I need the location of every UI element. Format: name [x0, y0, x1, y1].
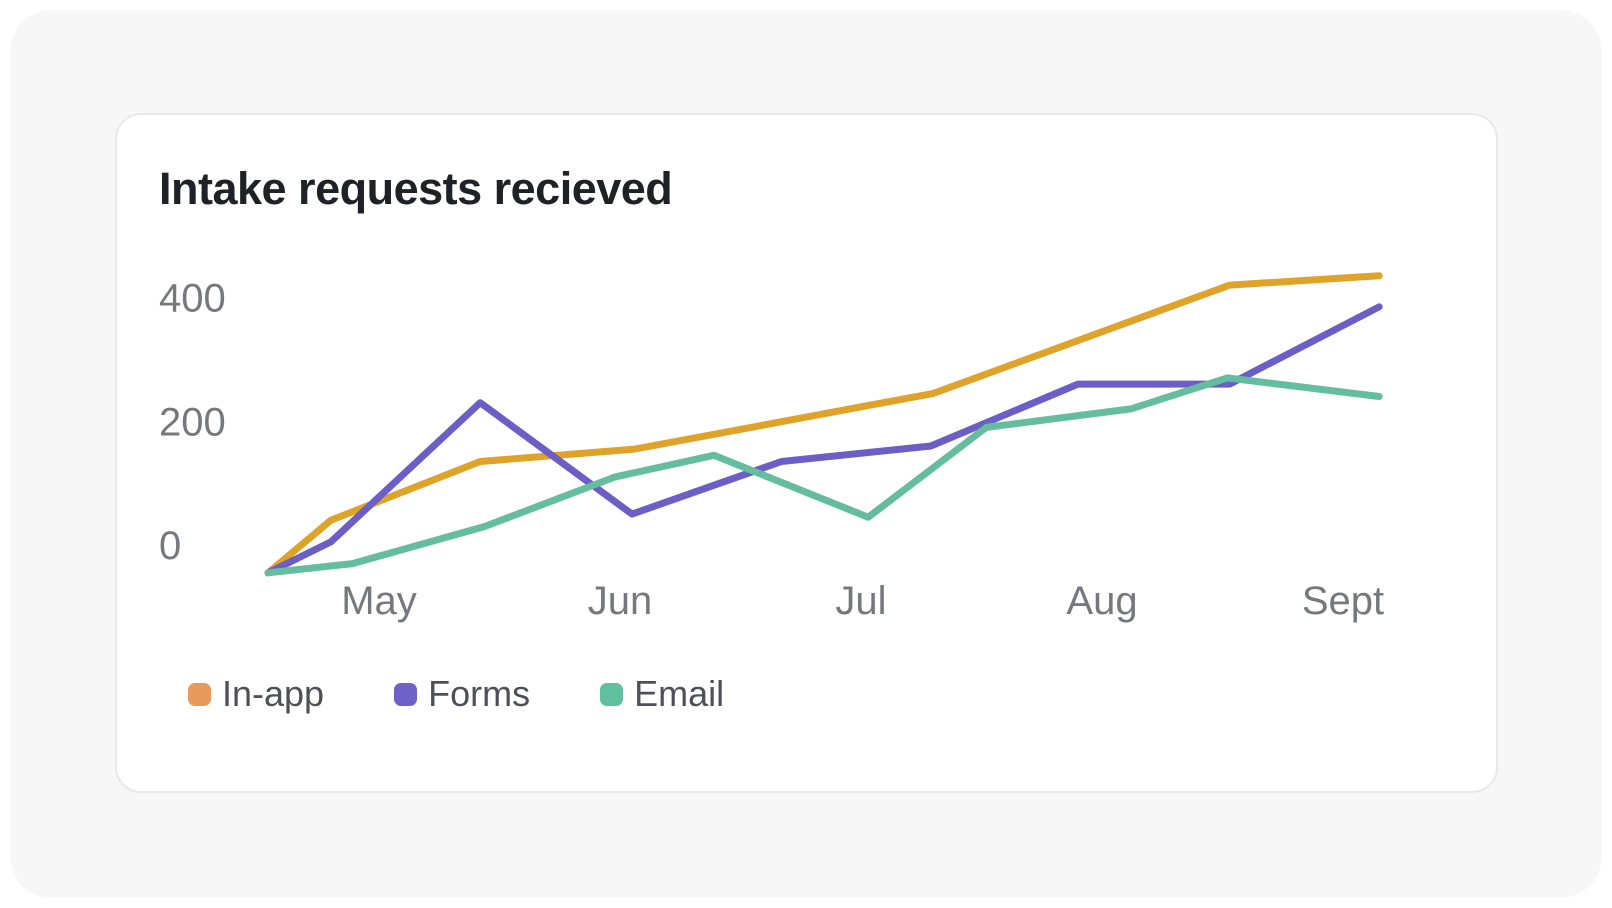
legend-label-forms: Forms: [428, 673, 531, 714]
x-axis-tick-label: May: [341, 579, 417, 623]
legend-swatch-forms-icon: [394, 682, 418, 706]
series-line-forms: [264, 303, 1383, 577]
chart-legend: In-app Forms Email: [188, 673, 724, 715]
y-axis-tick-label: 0: [159, 524, 181, 568]
background-panel: 400 200 0 May Jun Jul Aug Sept Intake requests …: [10, 10, 1602, 898]
legend-item-email: Email: [600, 673, 724, 715]
x-axis-tick-label: Sept: [1302, 579, 1384, 623]
x-axis-tick-label: Jul: [835, 579, 886, 623]
chart-card: 400 200 0 May Jun Jul Aug Sept Intake requests …: [115, 113, 1498, 793]
chart-title: Intake requests recieved: [159, 163, 673, 214]
chart-card-body: 400 200 0 May Jun Jul Aug Sept Intake requests …: [117, 115, 1496, 791]
legend-item-in-app: In-app: [188, 673, 324, 715]
legend-item-forms: Forms: [394, 673, 530, 715]
x-axis-tick-label: Aug: [1066, 579, 1137, 623]
legend-label-email: Email: [634, 673, 725, 714]
legend-swatch-in-app-icon: [188, 682, 211, 706]
series-line-in-app: [264, 272, 1383, 577]
legend-swatch-email-icon: [600, 682, 624, 706]
x-axis-tick-label: Jun: [588, 579, 653, 623]
y-axis-tick-label: 200: [159, 400, 226, 444]
series-line-email: [264, 374, 1383, 577]
y-axis-tick-label: 400: [159, 277, 226, 321]
legend-label-in-app: In-app: [222, 673, 325, 714]
line-chart-canvas: 400 200 0 May Jun Jul Aug Sept: [159, 272, 1384, 623]
